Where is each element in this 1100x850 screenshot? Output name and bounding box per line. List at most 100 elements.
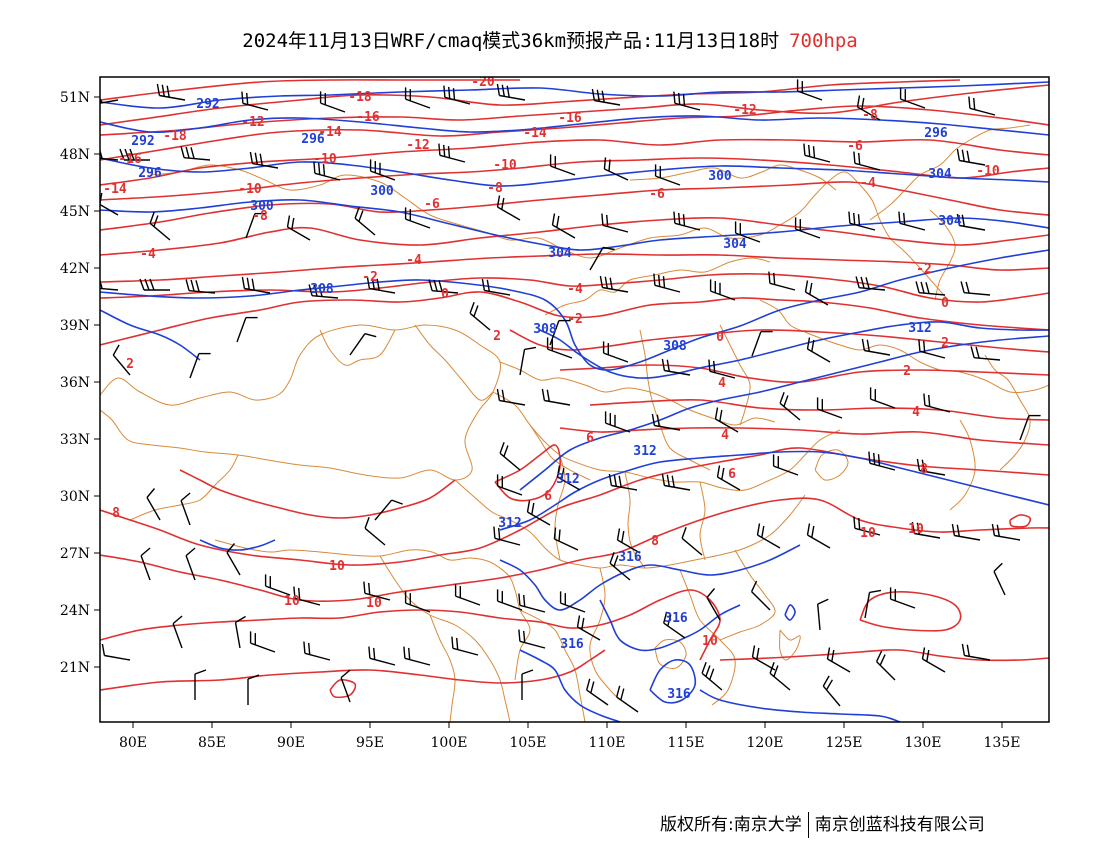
wind-barb	[609, 552, 631, 581]
wind-barb	[591, 88, 621, 106]
wind-barb	[661, 358, 691, 376]
isotherm-label: -6	[847, 139, 863, 154]
wind-barb	[481, 278, 511, 296]
isotherm-label: -16	[118, 152, 142, 167]
isotherm-label: 0	[716, 330, 724, 345]
wind-barb	[366, 276, 396, 294]
wind-barb	[663, 611, 686, 639]
isotherm-label: -8	[487, 181, 503, 196]
wind-barb	[772, 454, 799, 476]
boundary-line	[499, 361, 776, 426]
wind-barb	[364, 517, 386, 546]
height-contour-line	[519, 649, 621, 722]
isotherm-line	[509, 329, 1049, 353]
wind-barb	[496, 589, 523, 611]
height-contour-label: 304	[548, 246, 572, 261]
lon-label: 120E	[747, 735, 784, 751]
height-contour-label: 312	[556, 472, 579, 487]
lon-label: 125E	[826, 735, 863, 751]
height-contour-line	[199, 539, 276, 551]
wind-barb	[369, 159, 396, 181]
isotherm-line	[719, 649, 1049, 662]
boundary-line	[414, 324, 494, 401]
wind-barb	[241, 276, 271, 294]
wind-barb	[956, 213, 986, 231]
isotherm-label: 10	[284, 594, 300, 609]
wind-barb	[443, 85, 471, 105]
isotherm-label: -6	[424, 197, 440, 212]
wind-barb	[916, 458, 946, 476]
wind-barb	[454, 584, 481, 606]
isotherm-line	[100, 253, 1049, 283]
height-contour-label: 316	[667, 687, 691, 702]
isotherm-label: -14	[318, 125, 342, 140]
wind-barb	[100, 97, 119, 104]
wind-barb	[804, 280, 829, 306]
wind-barb	[661, 473, 691, 491]
wind-barb	[319, 91, 346, 113]
isotherm-line	[100, 138, 1049, 186]
wind-barb	[340, 669, 351, 703]
wind-barb	[768, 271, 796, 291]
height-contour-line	[599, 599, 741, 652]
isotherm-label: -2	[916, 262, 932, 277]
isotherm-line	[329, 678, 357, 699]
wind-barb	[404, 207, 431, 229]
lon-label: 110E	[589, 735, 626, 751]
isotherm-label: -12	[406, 138, 429, 153]
wind-barb	[189, 352, 211, 379]
plot-frame	[99, 76, 1050, 723]
wind-barb	[589, 246, 615, 271]
wind-barb	[855, 276, 886, 291]
wind-barb	[961, 643, 991, 661]
wind-barb	[149, 212, 171, 241]
isotherm-label: -4	[860, 176, 876, 191]
wind-barb	[968, 96, 996, 116]
boundary-line	[100, 324, 501, 481]
isotherm-label: 2	[126, 357, 134, 372]
boundary-line	[319, 329, 396, 366]
isotherm-label: -10	[313, 152, 337, 167]
height-contour-label: 296	[138, 166, 162, 181]
wind-barb	[264, 574, 291, 596]
isotherm-label: -10	[238, 182, 262, 197]
lat-label: 45N	[60, 204, 90, 220]
wind-barb	[604, 411, 631, 433]
wind-barb	[428, 279, 459, 294]
wind-barb	[918, 339, 946, 359]
wind-barb	[234, 615, 246, 649]
wind-barb	[673, 91, 701, 111]
wind-barb	[363, 581, 391, 601]
boundary-line	[699, 481, 706, 561]
wind-barb	[806, 523, 831, 549]
wind-barb	[518, 593, 546, 613]
boundary-line	[759, 299, 1049, 394]
isotherm-line	[859, 591, 962, 632]
wind-barb	[701, 662, 723, 691]
wind-barb	[404, 591, 431, 613]
wind-barb	[496, 195, 521, 221]
lat-label: 39N	[60, 318, 90, 334]
boundary-line	[929, 209, 956, 301]
boundary-line	[589, 567, 621, 701]
isotherm-label: -10	[493, 158, 517, 173]
wind-barb	[861, 338, 891, 356]
boundary-line	[559, 171, 949, 301]
wind-barb	[734, 221, 761, 243]
axis-ticks	[94, 96, 1003, 728]
wind-barb	[236, 316, 258, 343]
wind-barb	[180, 492, 191, 526]
wind-barb	[156, 83, 186, 101]
wind-barb	[898, 211, 926, 231]
lat-label: 48N	[60, 147, 90, 163]
height-contour-label: 300	[250, 199, 274, 214]
wind-barb	[549, 154, 576, 176]
height-contour-label: 316	[664, 611, 688, 626]
wind-barb	[313, 161, 341, 181]
height-contour-label: 312	[498, 516, 521, 531]
wind-barb	[960, 281, 991, 296]
wind-barb	[869, 387, 896, 409]
wind-barb	[616, 528, 641, 554]
lat-label: 27N	[60, 546, 90, 562]
height-contour-line	[100, 115, 1049, 136]
